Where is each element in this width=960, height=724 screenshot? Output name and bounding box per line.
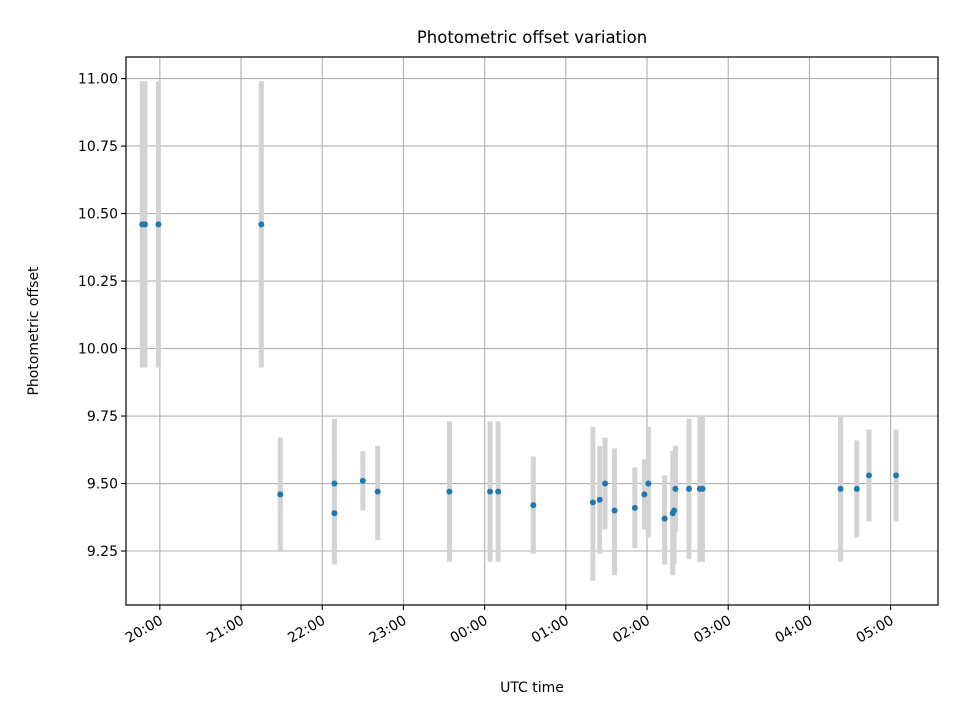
y-tick-label: 10.50 [78, 207, 118, 223]
y-tick-label: 9.50 [87, 477, 118, 493]
y-tick-label: 10.00 [78, 342, 118, 358]
data-point [602, 480, 609, 487]
data-point [699, 485, 706, 492]
data-point [611, 507, 618, 514]
chart-title: Photometric offset variation [417, 28, 647, 47]
data-point [530, 502, 537, 509]
data-point [865, 472, 872, 479]
data-point [374, 488, 381, 495]
data-point [685, 485, 692, 492]
data-point [661, 515, 668, 522]
data-point [258, 221, 265, 228]
data-point [672, 485, 679, 492]
data-point [837, 485, 844, 492]
data-point [589, 499, 596, 506]
y-tick-label: 10.75 [78, 139, 118, 155]
data-point [331, 510, 338, 517]
y-axis-label: Photometric offset [26, 266, 42, 396]
data-point [631, 504, 638, 511]
data-point [331, 480, 338, 487]
plot-frame [125, 56, 939, 606]
data-point [359, 477, 366, 484]
data-point [155, 221, 162, 228]
data-point [641, 491, 648, 498]
y-tick-label: 10.25 [78, 274, 118, 290]
y-tick-label: 9.25 [87, 544, 118, 560]
data-point [596, 496, 603, 503]
data-point [495, 488, 502, 495]
data-point [671, 507, 678, 514]
y-tick-label: 9.75 [87, 409, 118, 425]
x-axis-label: UTC time [500, 680, 564, 696]
data-point [141, 221, 148, 228]
y-tick-label: 11.00 [78, 72, 118, 88]
data-point [487, 488, 494, 495]
data-point [645, 480, 652, 487]
data-point [853, 485, 860, 492]
data-point [893, 472, 900, 479]
data-point [277, 491, 284, 498]
data-point [446, 488, 453, 495]
data-points [139, 221, 900, 522]
